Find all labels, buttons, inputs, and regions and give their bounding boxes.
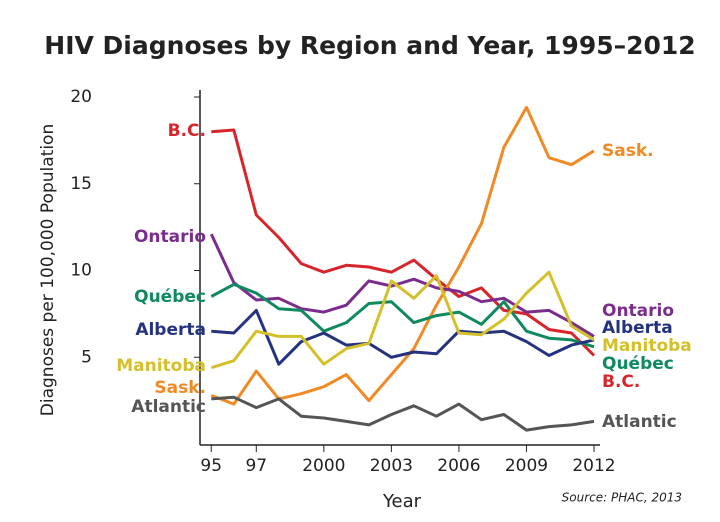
chart-title: HIV Diagnoses by Region and Year, 1995–2…	[44, 31, 695, 60]
series-line	[209, 233, 595, 338]
x-tick-label: 2012	[572, 456, 615, 476]
series-line	[211, 308, 595, 366]
series-label-right: Manitoba	[602, 336, 692, 356]
series-label-right: Alberta	[602, 318, 673, 338]
series-label-right: B.C.	[602, 372, 640, 392]
series-line	[210, 282, 595, 349]
y-tick-label: 10	[70, 261, 92, 281]
series-label-left: Atlantic	[131, 397, 206, 417]
series-label-right: Sask.	[602, 141, 654, 161]
x-tick-label: 95	[200, 456, 222, 476]
y-tick-label: 15	[70, 174, 92, 194]
x-tick-label: 2009	[505, 456, 548, 476]
series-line	[210, 270, 595, 370]
y-axis-label: Diagnoses per 100,000 Population	[38, 124, 58, 416]
series-label-left: Alberta	[135, 320, 206, 340]
x-tick-label: 97	[245, 456, 267, 476]
series-line	[211, 395, 595, 432]
series-label-right: Ontario	[602, 301, 674, 321]
x-axis-label: Year	[382, 491, 422, 512]
series-line	[211, 128, 596, 357]
source: Source: PHAC, 2013	[562, 491, 682, 505]
series-label-left: Ontario	[134, 227, 206, 247]
series-label-left: Québec	[134, 287, 206, 307]
x-tick-label: 2006	[437, 456, 480, 476]
series-label-left: Sask.	[154, 378, 206, 398]
y-tick-label: 20	[70, 87, 92, 107]
x-tick-label: 2003	[370, 456, 413, 476]
y-tick-label: 5	[81, 347, 92, 367]
series-label-left: Manitoba	[116, 356, 206, 376]
series-label-left: B.C.	[168, 121, 206, 141]
series-label-right: Atlantic	[602, 412, 677, 432]
series-label-right: Québec	[602, 354, 674, 374]
x-tick-label: 2000	[302, 456, 345, 476]
series-line	[210, 105, 595, 406]
